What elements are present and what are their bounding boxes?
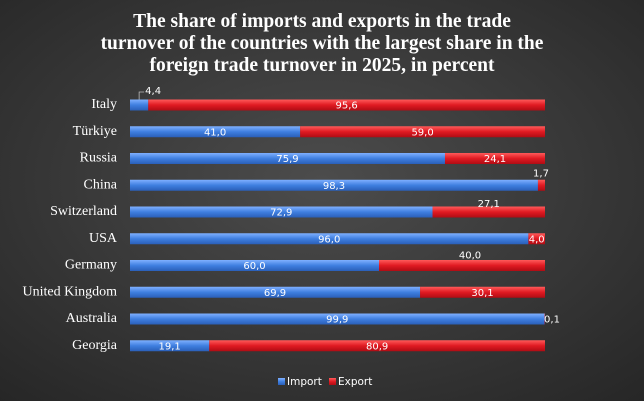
bar-import-russia [130, 153, 445, 164]
data-label-export-germany: 40,0 [459, 251, 481, 262]
legend-swatch-import [278, 378, 285, 385]
bar-export-china [537, 179, 545, 191]
bar-import-germany [130, 260, 379, 271]
bar-import-usa [130, 233, 529, 245]
data-label-import-china: 98,3 [323, 181, 345, 192]
data-label-import-australia: 99,9 [326, 315, 348, 326]
category-label-russia: Russia [80, 151, 118, 166]
bar-export-switzerland [432, 206, 545, 218]
data-label-import-italy: 4,4 [145, 86, 161, 97]
bar-export-russia [444, 153, 545, 164]
data-label-export-australia: 0,1 [544, 315, 560, 326]
category-label-china: China [84, 177, 118, 192]
data-label-import-t-rkiye: 41,0 [204, 127, 226, 138]
legend-label-import: Import [287, 376, 322, 388]
legend: Import Export [278, 376, 372, 388]
data-label-export-georgia: 80,9 [366, 341, 388, 352]
bar-import-switzerland [130, 206, 433, 218]
category-label-t-rkiye: Türkiye [73, 124, 117, 139]
data-label-export-italy: 95,6 [335, 101, 357, 112]
data-label-import-united-kingdom: 69,9 [264, 288, 286, 299]
bar-import-italy [130, 99, 149, 111]
data-label-export-switzerland: 27,1 [478, 199, 500, 210]
chart-title-line-1: The share of imports and exports in the … [133, 11, 511, 32]
data-label-import-georgia: 19,1 [158, 341, 180, 352]
bar-export-usa [528, 233, 545, 245]
data-label-import-russia: 75,9 [276, 154, 298, 165]
category-label-georgia: Georgia [72, 338, 118, 353]
plot-area: Italy 4,4 95,6 Türkiye 41,0 59,0 Russia 75,9 24,… [23, 86, 560, 353]
category-label-australia: Australia [66, 311, 118, 326]
data-label-export-united-kingdom: 30,1 [471, 288, 493, 299]
data-label-export-usa: 4,0 [529, 234, 545, 245]
data-label-import-usa: 96,0 [318, 234, 340, 245]
bar-import-australia [130, 313, 545, 325]
data-label-import-germany: 60,0 [243, 261, 265, 272]
data-label-export-t-rkiye: 59,0 [411, 127, 433, 138]
bar-export-germany [379, 260, 545, 271]
category-label-switzerland: Switzerland [50, 204, 117, 219]
chart-title-line-3: foreign trade turnover in 2025, in perce… [149, 55, 495, 76]
bar-import-georgia [130, 340, 210, 352]
bar-export-t-rkiye [300, 126, 545, 138]
legend-swatch-export [329, 378, 336, 385]
data-label-leader-import-italy [138, 91, 145, 100]
chart-title-line-2: turnover of the countries with the large… [101, 33, 544, 54]
legend-label-export: Export [338, 376, 372, 388]
category-label-italy: Italy [91, 97, 117, 112]
bar-export-italy [148, 99, 545, 111]
category-label-germany: Germany [65, 258, 117, 273]
bar-import-china [130, 179, 538, 191]
bar-import-united-kingdom [130, 286, 421, 298]
category-label-usa: USA [89, 231, 118, 246]
data-label-import-switzerland: 72,9 [270, 208, 292, 219]
bar-export-united-kingdom [420, 286, 545, 298]
category-label-united-kingdom: United Kingdom [23, 284, 118, 299]
data-label-export-china: 1,7 [533, 168, 549, 179]
data-label-export-russia: 24,1 [484, 154, 506, 165]
bar-import-t-rkiye [130, 126, 301, 138]
bar-export-georgia [209, 340, 545, 352]
